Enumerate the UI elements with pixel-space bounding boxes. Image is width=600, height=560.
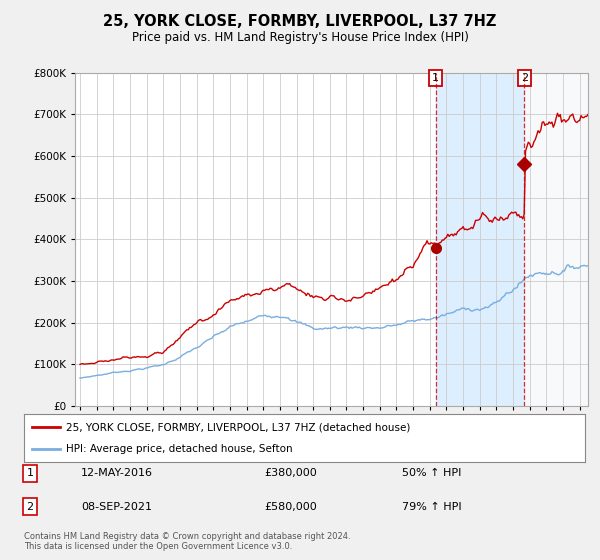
Text: 25, YORK CLOSE, FORMBY, LIVERPOOL, L37 7HZ (detached house): 25, YORK CLOSE, FORMBY, LIVERPOOL, L37 7… — [66, 422, 410, 432]
Text: 1: 1 — [26, 468, 34, 478]
Text: 1: 1 — [432, 73, 439, 83]
Text: £380,000: £380,000 — [264, 468, 317, 478]
Text: 2: 2 — [521, 73, 528, 83]
Text: 2: 2 — [26, 502, 34, 512]
Text: 08-SEP-2021: 08-SEP-2021 — [81, 502, 152, 512]
Text: Contains HM Land Registry data © Crown copyright and database right 2024.
This d: Contains HM Land Registry data © Crown c… — [24, 532, 350, 552]
Text: HPI: Average price, detached house, Sefton: HPI: Average price, detached house, Seft… — [66, 444, 293, 454]
Text: 12-MAY-2016: 12-MAY-2016 — [81, 468, 153, 478]
Bar — [524, 73, 588, 406]
Text: £580,000: £580,000 — [264, 502, 317, 512]
Text: 79% ↑ HPI: 79% ↑ HPI — [402, 502, 461, 512]
Bar — [436, 73, 524, 406]
Text: Price paid vs. HM Land Registry's House Price Index (HPI): Price paid vs. HM Land Registry's House … — [131, 31, 469, 44]
Text: 25, YORK CLOSE, FORMBY, LIVERPOOL, L37 7HZ: 25, YORK CLOSE, FORMBY, LIVERPOOL, L37 7… — [103, 14, 497, 29]
Text: 50% ↑ HPI: 50% ↑ HPI — [402, 468, 461, 478]
